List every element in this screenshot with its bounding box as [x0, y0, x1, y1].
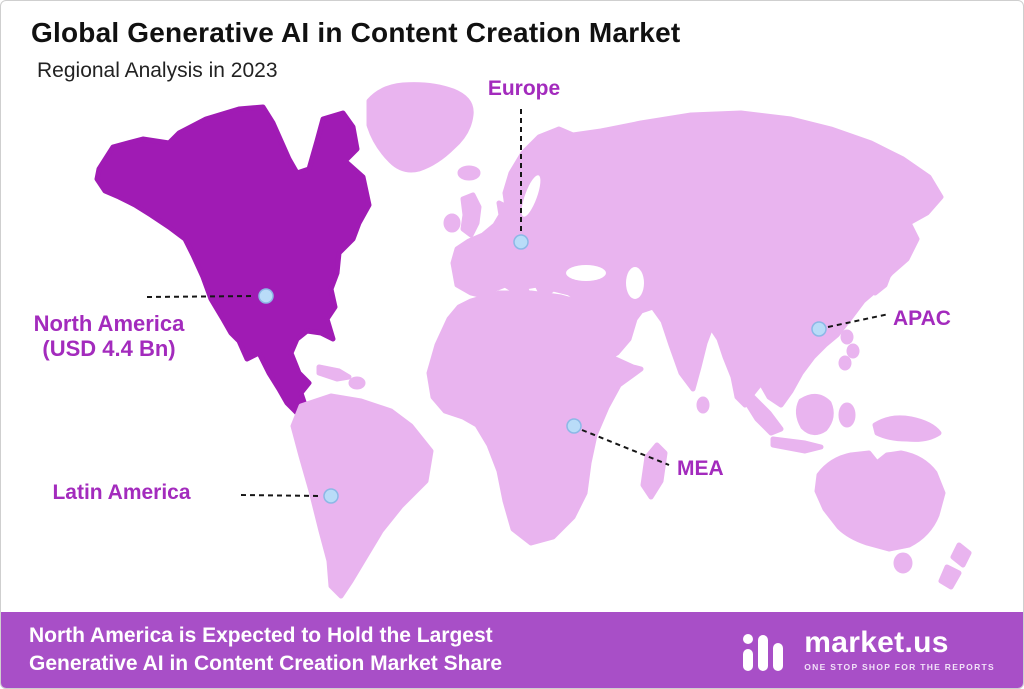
iceland-landmass [457, 165, 481, 181]
bottom-banner: North America is Expected to Hold the La… [1, 612, 1023, 688]
greenland-landmass [366, 82, 474, 173]
black-sea [566, 265, 606, 281]
banner-message: North America is Expected to Hold the La… [29, 622, 502, 679]
latin-america-leader-line [240, 494, 322, 497]
new-zealand-landmass [950, 542, 972, 568]
philippines-landmass [840, 329, 854, 345]
apac-leader-line [827, 313, 890, 328]
madagascar-landmass [640, 442, 668, 500]
new-guinea-landmass [872, 415, 942, 442]
page-title: Global Generative AI in Content Creation… [31, 17, 681, 48]
south-america-landmass [290, 393, 434, 599]
australia-landmass [814, 450, 946, 552]
europe-label: Europe [487, 77, 561, 100]
north-america-label-name: North America [33, 311, 185, 336]
mea-leader-line [581, 429, 670, 466]
sumatra-landmass [744, 394, 784, 436]
japan-south-landmass [868, 260, 894, 296]
sri-lanka-landmass [696, 396, 710, 414]
latin-america-label: Latin America [52, 481, 191, 504]
apac-marker [811, 321, 827, 337]
north-america-label-value: (USD 4.4 Bn) [42, 336, 176, 362]
japan-landmass [882, 234, 904, 262]
philippines-landmass [846, 343, 860, 359]
caspian-sea [626, 267, 644, 299]
sulawesi-landmass [838, 402, 856, 428]
europe-marker [513, 234, 529, 250]
hispaniola-landmass [348, 376, 366, 390]
philippines-landmass [838, 355, 852, 371]
banner-message-line1: North America is Expected to Hold the La… [29, 623, 493, 647]
borneo-landmass [795, 394, 834, 435]
banner-message-line2: Generative AI in Content Creation Market… [29, 652, 503, 675]
baltic-sea [521, 175, 541, 217]
north-america-leader-line [146, 295, 256, 298]
africa-landmass [426, 290, 644, 546]
mea-marker [566, 418, 582, 434]
brand-block: market.us ONE STOP SHOP FOR THE REPORTS [738, 623, 995, 677]
java-landmass [770, 436, 824, 454]
apac-label: APAC [893, 307, 951, 330]
new-zealand-landmass [938, 564, 962, 590]
page-subtitle: Regional Analysis in 2023 [37, 59, 278, 82]
market-us-logo-icon [743, 634, 784, 671]
latin-america-marker [323, 488, 339, 504]
brand-name: market.us [804, 626, 949, 660]
mea-label: MEA [677, 457, 724, 480]
north-america-marker [258, 288, 274, 304]
cuba-landmass [316, 364, 352, 382]
brand-text: market.us ONE STOP SHOP FOR THE REPORTS [804, 628, 995, 672]
brand-tagline: ONE STOP SHOP FOR THE REPORTS [804, 662, 995, 673]
tasmania-landmass [893, 552, 913, 574]
ireland-landmass [443, 213, 461, 233]
north-america-landmass [94, 104, 372, 416]
uk-landmass [460, 192, 482, 238]
north-america-label: North America (USD 4.4 Bn) [7, 311, 211, 362]
